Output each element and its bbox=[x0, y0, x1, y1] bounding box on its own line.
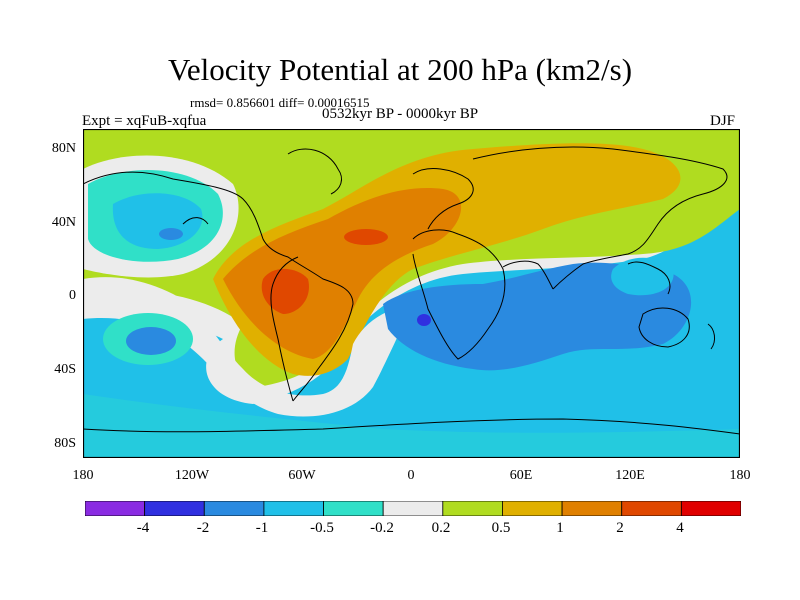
colorbar-swatch bbox=[203, 501, 265, 516]
colorbar-label: -0.5 bbox=[310, 520, 334, 536]
lat-label-eq: 0 bbox=[69, 288, 76, 303]
colorbar-swatch bbox=[263, 501, 324, 516]
colorbar-swatch bbox=[680, 501, 741, 516]
coastlines bbox=[83, 146, 740, 435]
colorbar-label: -4 bbox=[136, 520, 150, 536]
velocity-potential-map bbox=[83, 129, 740, 458]
lat-label-80n: 80N bbox=[51, 141, 76, 156]
colorbar-label: -2 bbox=[196, 520, 210, 536]
colorbar-swatch bbox=[561, 501, 623, 516]
stats-text: rmsd= 0.856601 diff= 0.00016515 bbox=[190, 95, 370, 110]
plot-title: Velocity Potential at 200 hPa (km2/s) bbox=[167, 52, 633, 87]
colorbar-swatch bbox=[382, 501, 444, 516]
lon-label-120w: 120W bbox=[174, 468, 210, 483]
colorbar-swatch bbox=[323, 501, 384, 516]
lon-label-180w: 180 bbox=[72, 468, 94, 483]
colorbar-label: 0.5 bbox=[491, 520, 511, 536]
lon-label-0: 0 bbox=[407, 468, 415, 483]
colorbar-swatch bbox=[85, 501, 146, 516]
colorbar bbox=[85, 501, 741, 516]
colorbar-label: 2 bbox=[616, 520, 624, 536]
lat-label-40s: 40S bbox=[54, 362, 76, 377]
colorbar-swatch bbox=[502, 501, 563, 516]
colorbar-label: 4 bbox=[676, 520, 684, 536]
experiment-label: Expt = xqFuB-xqfua bbox=[82, 113, 207, 129]
colorbar-label: 1 bbox=[556, 520, 564, 536]
contour-fills bbox=[83, 129, 740, 458]
colorbar-label: -1 bbox=[255, 520, 269, 536]
lat-label-80s: 80S bbox=[54, 436, 76, 451]
period-text: 0532kyr BP - 0000kyr BP bbox=[322, 106, 479, 122]
lat-label-40n: 40N bbox=[51, 215, 76, 230]
lon-label-60e: 60E bbox=[509, 468, 533, 483]
lon-label-120e: 120E bbox=[615, 468, 645, 483]
lon-label-180e: 180 bbox=[729, 468, 751, 483]
colorbar-label: -0.2 bbox=[370, 520, 394, 536]
colorbar-swatch bbox=[442, 501, 503, 516]
lon-label-60w: 60W bbox=[288, 468, 316, 483]
colorbar-swatch bbox=[144, 501, 205, 516]
colorbar-swatch bbox=[621, 501, 682, 516]
colorbar-label: 0.2 bbox=[431, 520, 451, 536]
season-label: DJF bbox=[710, 113, 736, 129]
